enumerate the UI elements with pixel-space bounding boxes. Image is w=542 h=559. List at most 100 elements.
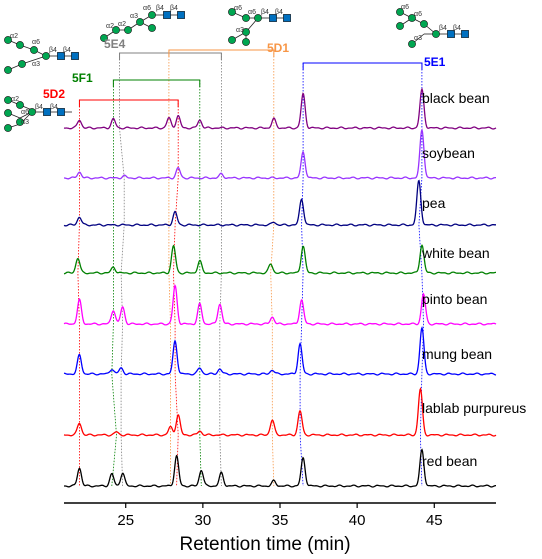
mannose-circle [18, 60, 26, 68]
mannose-circle [396, 22, 404, 30]
mannose-circle [148, 24, 156, 32]
sample-label: soybean [422, 145, 475, 161]
glcnac-square [71, 52, 79, 60]
trace-mung-bean [63, 326, 497, 376]
glcnac-square [57, 108, 65, 116]
sample-label: lablab purpureus [422, 400, 526, 416]
mannose-circle [4, 66, 12, 74]
linkage-label: α3 [21, 119, 29, 126]
mannose-circle [136, 18, 144, 26]
mannose-circle [242, 38, 250, 46]
trace-pinto-bean [63, 283, 497, 326]
sample-label: mung bean [422, 346, 492, 362]
mannose-circle [100, 34, 108, 42]
glycan-label-5E1: 5E1 [424, 55, 446, 69]
linkage-label: α2 [106, 23, 114, 30]
mannose-circle [28, 108, 36, 116]
glycan-bond [21, 55, 47, 65]
x-tick-label: 25 [117, 512, 134, 529]
linkage-label: α6 [21, 109, 29, 116]
x-tick-label: 35 [272, 512, 289, 529]
peak-guide-line [77, 100, 80, 486]
sample-label: pea [422, 195, 446, 211]
mannose-circle [4, 96, 12, 104]
linkage-label: α6 [234, 5, 242, 12]
linkage-label: β4 [439, 25, 447, 32]
trace-lablab-purpureus [63, 386, 497, 437]
linkage-label: α3 [32, 61, 40, 68]
glcnac-square [461, 30, 469, 38]
x-tick-label: 40 [349, 512, 366, 529]
peak-guide-lines [77, 49, 424, 487]
peak-guide-line [418, 63, 424, 487]
linkage-label: α6 [143, 5, 151, 12]
mannose-circle [148, 11, 156, 19]
linkage-label: α2 [11, 96, 19, 103]
linkage-label: β4 [35, 104, 43, 111]
sample-label: red bean [422, 453, 477, 469]
mannose-circle [228, 8, 236, 16]
mannose-circle [396, 8, 404, 16]
linkage-label: α3 [236, 27, 244, 34]
linkage-label: α3 [130, 13, 138, 20]
peak-guide-line [219, 53, 222, 487]
linkage-label: α3 [414, 35, 422, 42]
glycan-bracket [112, 79, 201, 87]
glycan-label-5D2: 5D2 [43, 87, 65, 101]
glycan-bracket [302, 62, 423, 70]
linkage-label: α2 [118, 21, 126, 28]
linkage-label: β4 [261, 9, 269, 16]
peak-guide-line [299, 63, 304, 487]
mannose-circle [42, 52, 50, 60]
peak-guide-line [111, 80, 117, 487]
mannose-circle [16, 118, 24, 126]
glycan-label-5D1: 5D1 [267, 41, 289, 55]
x-tick-label: 45 [426, 512, 443, 529]
peak-guide-line [119, 53, 125, 487]
trace-red-bean [64, 448, 496, 488]
glcnac-square [283, 14, 291, 22]
mannose-circle [432, 30, 440, 38]
peak-guide-line [199, 80, 202, 487]
glycan-label-5F1: 5F1 [72, 71, 93, 85]
mannose-circle [30, 46, 38, 54]
linkage-label: α6 [414, 11, 422, 18]
x-axis-title: Retention time (min) [179, 534, 350, 555]
mannose-circle [4, 109, 12, 117]
x-tick-label: 30 [195, 512, 212, 529]
x-axis-ticks: 25 30 35 40 45 [117, 503, 443, 529]
linkage-label: α6 [401, 4, 409, 11]
glcnac-square [43, 108, 51, 116]
trace-black-bean [63, 87, 497, 130]
chromatogram-traces [63, 87, 497, 488]
glycan-label-5E4: 5E4 [104, 37, 126, 51]
mannose-circle [408, 14, 416, 22]
linkage-label: β4 [63, 47, 71, 54]
linkage-label: α2 [10, 33, 18, 40]
mannose-circle [242, 28, 250, 36]
linkage-label: β4 [275, 9, 283, 16]
mannose-circle [112, 26, 120, 34]
sample-label: pinto bean [422, 291, 487, 307]
mannose-circle [242, 14, 250, 22]
mannose-circle [408, 40, 416, 48]
glcnac-square [163, 11, 171, 19]
linkage-label: β4 [170, 5, 178, 12]
sample-label: black bean [422, 90, 490, 106]
glycan-bracket [78, 99, 179, 107]
glcnac-square [177, 11, 185, 19]
mannose-circle [228, 36, 236, 44]
mannose-circle [4, 124, 12, 132]
peak-guide-line [270, 50, 275, 487]
trace-pea [63, 179, 496, 227]
sample-labels: black bean soybean pea white bean pinto bean… [421, 90, 526, 469]
linkage-label: β4 [50, 104, 58, 111]
glycan-bracket [119, 52, 222, 60]
mannose-circle [420, 20, 428, 28]
linkage-label: β4 [49, 47, 57, 54]
mannose-circle [4, 36, 12, 44]
mannose-circle [16, 41, 24, 49]
glcnac-square [57, 52, 65, 60]
linkage-label: α6 [248, 9, 256, 16]
